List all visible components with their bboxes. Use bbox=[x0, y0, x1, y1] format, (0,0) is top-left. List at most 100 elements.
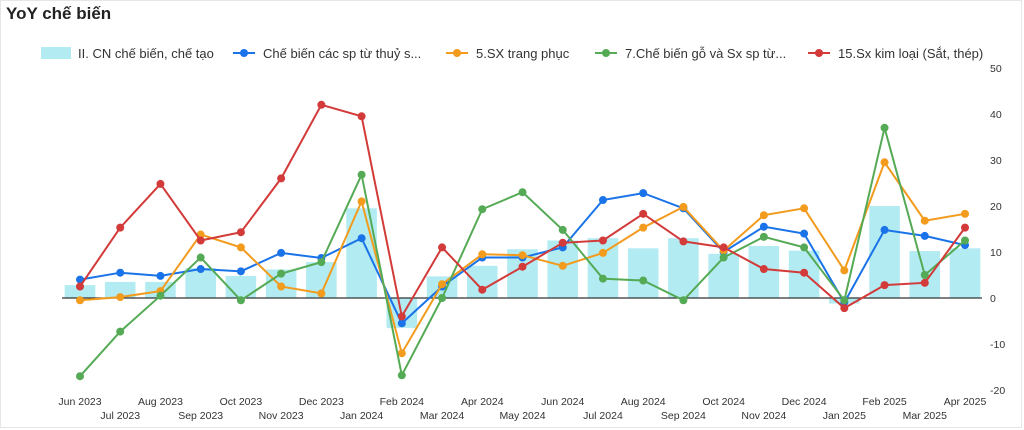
data-point bbox=[277, 248, 286, 257]
data-point bbox=[438, 280, 447, 289]
bar bbox=[185, 268, 216, 298]
data-point bbox=[317, 289, 326, 298]
x-tick-label: Nov 2024 bbox=[741, 410, 786, 422]
data-point bbox=[558, 261, 567, 270]
data-point bbox=[759, 211, 768, 220]
data-point bbox=[719, 253, 728, 262]
data-point bbox=[800, 229, 809, 238]
data-point bbox=[357, 197, 366, 206]
y-tick-label: 10 bbox=[990, 247, 1002, 259]
data-point bbox=[920, 216, 929, 225]
data-point bbox=[558, 238, 567, 247]
data-point bbox=[156, 271, 165, 280]
data-point bbox=[277, 269, 286, 278]
data-point bbox=[759, 265, 768, 274]
data-point bbox=[880, 281, 889, 290]
x-tick-label: May 2024 bbox=[499, 410, 545, 422]
data-point bbox=[438, 294, 447, 302]
data-point bbox=[76, 296, 84, 305]
x-axis: Jun 2023 Jul 2023 Aug 2023 Sep 2023 Oct 2023… bbox=[58, 396, 986, 422]
data-point bbox=[156, 179, 165, 188]
bar bbox=[949, 248, 981, 298]
y-tick-label: 20 bbox=[990, 201, 1002, 213]
x-tick-label: Aug 2024 bbox=[621, 396, 666, 408]
data-point bbox=[518, 251, 527, 260]
data-point bbox=[840, 304, 849, 313]
data-point bbox=[478, 285, 487, 294]
x-tick-label: Oct 2024 bbox=[702, 396, 745, 408]
data-point bbox=[236, 243, 245, 252]
data-point bbox=[438, 243, 447, 252]
legend-marker bbox=[240, 49, 248, 57]
x-tick-label: Apr 2024 bbox=[461, 396, 504, 408]
data-point bbox=[920, 271, 929, 279]
data-point bbox=[156, 291, 165, 300]
data-point bbox=[196, 236, 205, 245]
data-point bbox=[277, 282, 286, 291]
data-point bbox=[76, 372, 84, 381]
data-point bbox=[598, 236, 607, 245]
data-point bbox=[639, 223, 648, 232]
data-point bbox=[719, 243, 728, 252]
bar bbox=[587, 238, 619, 298]
data-point bbox=[598, 196, 607, 205]
data-point bbox=[116, 327, 125, 336]
data-point bbox=[236, 296, 245, 305]
x-tick-label: Feb 2025 bbox=[862, 396, 907, 408]
x-tick-label: Nov 2023 bbox=[259, 410, 304, 422]
legend: II. CN chế biến, chế tạo Chế biến các sp … bbox=[41, 46, 983, 61]
data-point bbox=[236, 228, 245, 237]
data-point bbox=[478, 250, 487, 259]
y-tick-label: -10 bbox=[990, 339, 1005, 351]
bar bbox=[64, 285, 96, 298]
x-tick-label: Jul 2023 bbox=[100, 410, 140, 422]
data-point bbox=[759, 222, 768, 231]
data-point bbox=[598, 274, 607, 283]
x-tick-label: Oct 2023 bbox=[220, 396, 263, 408]
legend-swatch bbox=[41, 47, 71, 59]
legend-label: 7.Chế biến gỗ và Sx sp từ... bbox=[625, 46, 786, 61]
x-tick-label: Dec 2024 bbox=[782, 396, 827, 408]
data-point bbox=[639, 209, 648, 218]
chart-title: YoY chế biến bbox=[6, 4, 112, 23]
y-tick-label: 30 bbox=[990, 155, 1002, 167]
data-point bbox=[317, 258, 326, 267]
data-point bbox=[76, 282, 84, 291]
data-point bbox=[880, 225, 889, 234]
data-point bbox=[920, 231, 929, 240]
bar bbox=[104, 281, 136, 298]
x-tick-label: Jul 2024 bbox=[583, 410, 623, 422]
data-point bbox=[236, 267, 245, 276]
data-point bbox=[679, 237, 688, 246]
data-point bbox=[277, 174, 286, 183]
data-point bbox=[679, 296, 688, 305]
bars-layer bbox=[64, 206, 981, 328]
data-point bbox=[196, 253, 205, 262]
legend-label: 5.SX trang phục bbox=[476, 46, 570, 61]
data-point bbox=[598, 248, 607, 257]
data-point bbox=[196, 265, 205, 274]
data-point bbox=[397, 312, 406, 321]
data-point bbox=[357, 234, 366, 243]
data-point bbox=[518, 262, 527, 271]
data-point bbox=[76, 275, 84, 284]
legend-label: 15.Sx kim loại (Sắt, thép) bbox=[838, 46, 983, 61]
x-tick-label: Jan 2024 bbox=[340, 410, 383, 422]
legend-label: II. CN chế biến, chế tạo bbox=[78, 46, 214, 61]
data-point bbox=[357, 170, 366, 179]
x-tick-label: Jan 2025 bbox=[823, 410, 866, 422]
lines-layer bbox=[76, 100, 969, 381]
data-point bbox=[800, 268, 809, 277]
data-point bbox=[961, 209, 969, 218]
data-point bbox=[317, 100, 326, 109]
data-point bbox=[639, 276, 648, 285]
legend-label: Chế biến các sp từ thuỷ s... bbox=[263, 46, 421, 61]
x-tick-label: Apr 2025 bbox=[944, 396, 987, 408]
data-point bbox=[478, 205, 487, 214]
bar bbox=[346, 208, 377, 298]
y-tick-label: -20 bbox=[990, 385, 1005, 397]
x-tick-label: Jun 2023 bbox=[58, 396, 101, 408]
data-point bbox=[397, 319, 406, 328]
